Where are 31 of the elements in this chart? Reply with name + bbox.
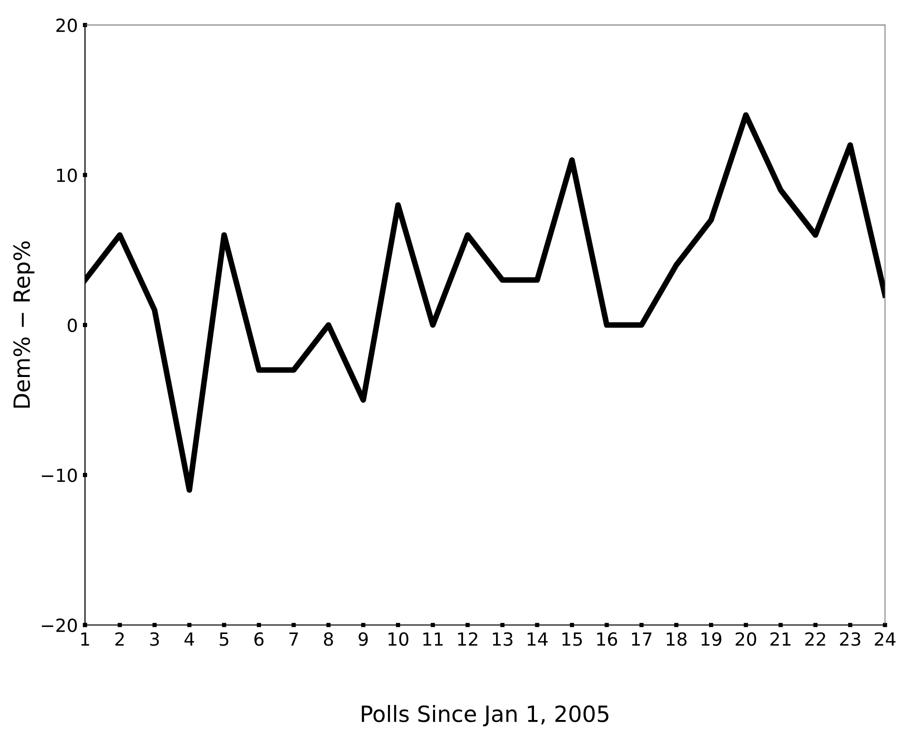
x-tick-label: 21 xyxy=(770,632,790,646)
x-tick-label: 14 xyxy=(528,632,548,646)
y-tick-label: −20 xyxy=(42,618,77,632)
y-tick-label: 0 xyxy=(68,318,77,332)
x-tick-label: 18 xyxy=(666,632,687,646)
x-tick-label: 19 xyxy=(702,632,722,646)
x-tick-label: 1 xyxy=(81,632,90,646)
x-tick-label: 7 xyxy=(289,632,298,646)
x-tick-label: 8 xyxy=(324,632,333,646)
x-tick-label: 6 xyxy=(254,632,264,646)
x-tick-label: 5 xyxy=(220,632,228,646)
y-tick-label: 10 xyxy=(57,168,77,182)
x-tick-label: 24 xyxy=(874,632,896,646)
x-tick-label: 10 xyxy=(388,632,408,646)
x-tick-label: 17 xyxy=(632,632,652,646)
x-tick-label: 13 xyxy=(492,632,512,646)
x-tick-label: 12 xyxy=(458,632,478,646)
x-tick-label: 3 xyxy=(150,632,159,646)
x-tick-label: 2 xyxy=(115,632,124,646)
y-tick-label: −10 xyxy=(42,468,77,482)
x-axis-title: Polls Since Jan 1, 2005 xyxy=(362,704,608,726)
x-tick-label: 11 xyxy=(423,632,443,646)
x-tick-label: 4 xyxy=(184,632,194,646)
x-tick-label: 9 xyxy=(358,632,368,646)
x-tick-label: 22 xyxy=(805,632,826,646)
y-tick-label: 20 xyxy=(56,18,77,32)
x-tick-label: 20 xyxy=(736,632,756,646)
y-axis-title: Dem% − Rep% xyxy=(13,241,34,408)
x-tick-label: 15 xyxy=(562,632,582,646)
x-tick-label: 16 xyxy=(597,632,618,646)
x-tick-label: 23 xyxy=(840,632,860,646)
